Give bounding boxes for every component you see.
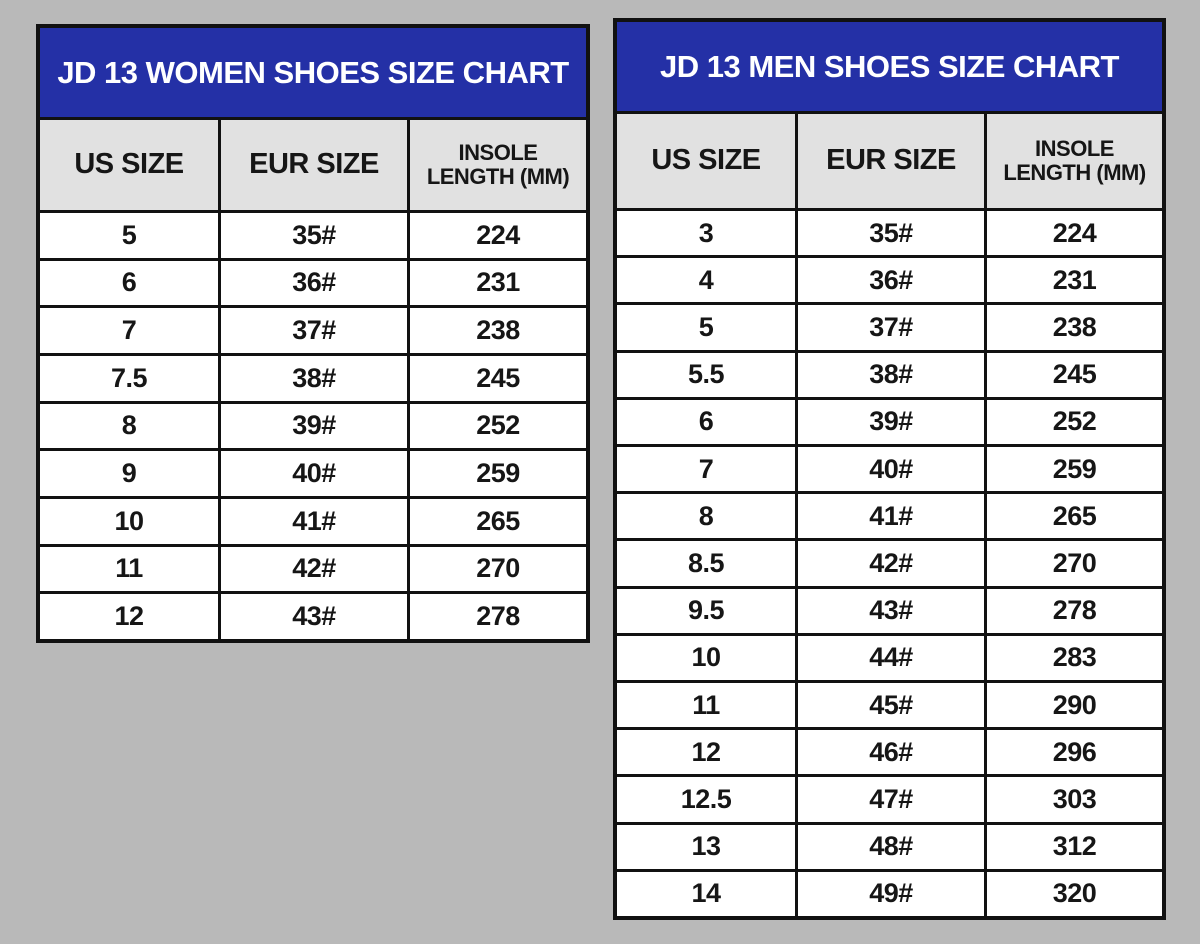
table-cell: 8.5	[617, 541, 795, 586]
table-cell: 238	[987, 305, 1162, 350]
men-size-table: US SIZE EUR SIZE INSOLE LENGTH (MM) 3 35#…	[617, 114, 1162, 916]
table-cell: 36#	[221, 260, 407, 306]
women-header-insole-line1: INSOLE	[458, 139, 538, 165]
table-cell: 7	[617, 447, 795, 492]
table-cell: 10	[617, 635, 795, 680]
table-cell: 224	[987, 211, 1162, 256]
table-cell: 35#	[221, 213, 407, 258]
table-cell: 278	[410, 594, 586, 639]
table-cell: 43#	[798, 588, 984, 633]
table-cell: 41#	[798, 494, 984, 539]
table-cell: 245	[987, 352, 1162, 397]
table-cell: 40#	[798, 447, 984, 492]
table-cell: 5.5	[617, 352, 795, 397]
table-cell: 48#	[798, 824, 984, 869]
table-cell: 38#	[798, 352, 984, 397]
table-cell: 283	[987, 635, 1162, 680]
table-cell: 12.5	[617, 777, 795, 822]
table-cell: 44#	[798, 635, 984, 680]
table-cell: 7	[40, 308, 218, 353]
table-cell: 12	[40, 594, 218, 639]
table-cell: 5	[40, 213, 218, 258]
table-cell: 252	[410, 403, 586, 449]
table-cell: 42#	[798, 541, 984, 586]
table-cell: 42#	[221, 546, 407, 592]
table-cell: 296	[987, 730, 1162, 775]
table-cell: 46#	[798, 730, 984, 775]
table-cell: 43#	[221, 594, 407, 639]
women-chart-title: JD 13 WOMEN SHOES SIZE CHART	[40, 28, 586, 117]
table-cell: 10	[40, 499, 218, 544]
table-cell: 231	[410, 260, 586, 306]
table-cell: 49#	[798, 871, 984, 916]
table-cell: 8	[40, 403, 218, 449]
table-cell: 265	[410, 499, 586, 544]
women-size-table: US SIZE EUR SIZE INSOLE LENGTH (MM) 5 35#…	[40, 120, 586, 639]
table-cell: 3	[617, 211, 795, 256]
table-cell: 36#	[798, 258, 984, 303]
table-cell: 14	[617, 871, 795, 916]
table-cell: 303	[987, 777, 1162, 822]
table-cell: 312	[987, 824, 1162, 869]
table-cell: 259	[410, 451, 586, 496]
table-cell: 11	[40, 546, 218, 592]
table-cell: 7.5	[40, 356, 218, 401]
table-cell: 12	[617, 730, 795, 775]
table-cell: 290	[987, 683, 1162, 728]
table-cell: 252	[987, 399, 1162, 444]
table-cell: 6	[617, 399, 795, 444]
table-cell: 41#	[221, 499, 407, 544]
table-cell: 231	[987, 258, 1162, 303]
men-header-insole-length: INSOLE LENGTH (MM)	[987, 114, 1162, 208]
table-cell: 35#	[798, 211, 984, 256]
table-cell: 270	[410, 546, 586, 592]
table-cell: 320	[987, 871, 1162, 916]
men-chart-title: JD 13 MEN SHOES SIZE CHART	[617, 22, 1162, 111]
men-header-eur-size: EUR SIZE	[798, 114, 984, 208]
women-header-insole-length: INSOLE LENGTH (MM)	[410, 120, 586, 210]
table-cell: 45#	[798, 683, 984, 728]
table-cell: 9.5	[617, 588, 795, 633]
table-cell: 224	[410, 213, 586, 258]
table-cell: 47#	[798, 777, 984, 822]
table-cell: 11	[617, 683, 795, 728]
table-cell: 245	[410, 356, 586, 401]
table-cell: 270	[987, 541, 1162, 586]
table-cell: 278	[987, 588, 1162, 633]
women-header-insole-line2: LENGTH (MM)	[426, 164, 570, 189]
table-cell: 5	[617, 305, 795, 350]
table-cell: 9	[40, 451, 218, 496]
men-size-chart: JD 13 MEN SHOES SIZE CHART US SIZE EUR S…	[613, 18, 1166, 920]
table-cell: 13	[617, 824, 795, 869]
table-cell: 39#	[221, 403, 407, 449]
table-cell: 265	[987, 494, 1162, 539]
table-cell: 6	[40, 260, 218, 306]
men-header-insole-line2: LENGTH (MM)	[1003, 160, 1146, 185]
men-header-us-size: US SIZE	[617, 114, 795, 208]
women-header-eur-size: EUR SIZE	[221, 120, 407, 210]
table-cell: 39#	[798, 399, 984, 444]
table-cell: 4	[617, 258, 795, 303]
men-header-insole-line1: INSOLE	[1035, 135, 1114, 161]
table-cell: 37#	[221, 308, 407, 353]
table-cell: 40#	[221, 451, 407, 496]
table-cell: 38#	[221, 356, 407, 401]
table-cell: 8	[617, 494, 795, 539]
women-size-chart: JD 13 WOMEN SHOES SIZE CHART US SIZE EUR…	[36, 24, 590, 643]
table-cell: 238	[410, 308, 586, 353]
women-header-us-size: US SIZE	[40, 120, 218, 210]
table-cell: 37#	[798, 305, 984, 350]
table-cell: 259	[987, 447, 1162, 492]
